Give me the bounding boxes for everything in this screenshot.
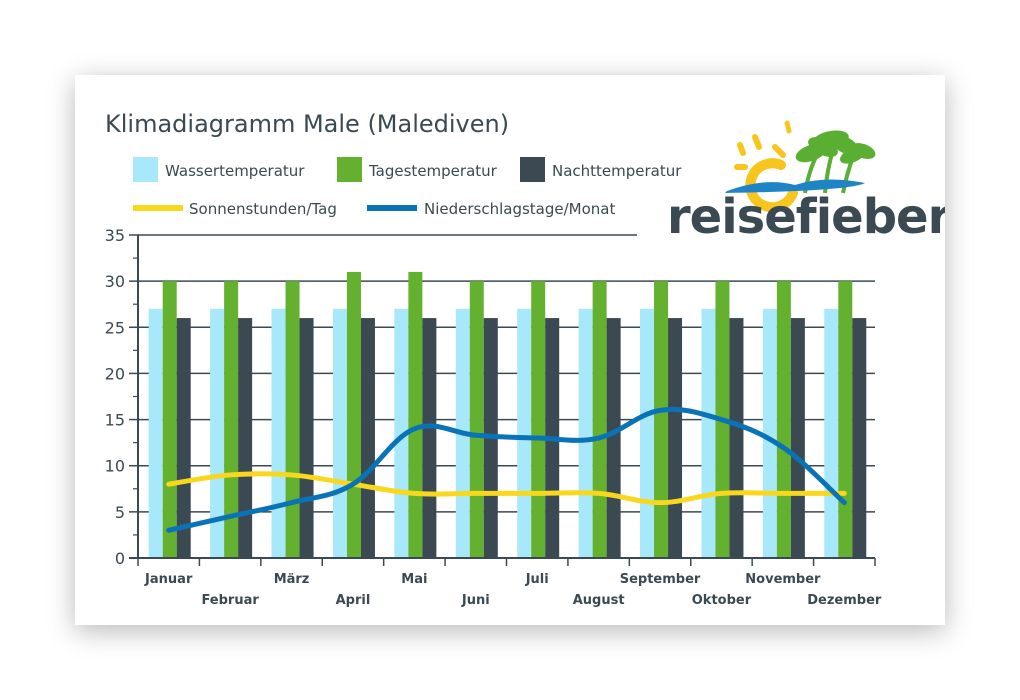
legend-swatch-tagestemperatur (337, 157, 362, 182)
bar-tagestemperatur-11 (838, 281, 853, 558)
bar-nachttemperatur-10 (790, 318, 805, 558)
x-tick-label: November (745, 572, 821, 587)
bar-nachttemperatur-2 (299, 318, 314, 558)
x-tick-label: April (336, 593, 371, 608)
series-line-niederschlagstage-monat (166, 406, 847, 533)
legend-swatch-sonnenstunden (133, 205, 183, 211)
x-tick-label: Oktober (692, 593, 752, 608)
y-tick-label: 35 (105, 226, 125, 245)
bar-nachttemperatur-7 (606, 318, 621, 558)
y-tick-label: 10 (105, 457, 125, 476)
sun-icon (734, 120, 798, 213)
bar-tagestemperatur-4 (408, 271, 423, 558)
y-tick-label: 25 (105, 318, 125, 337)
x-tick-label: März (274, 572, 310, 587)
legend-label-wassertemperatur: Wassertemperatur (165, 162, 305, 180)
legend: Wassertemperatur Tagestemperatur Nachtte… (133, 157, 682, 218)
bar-wassertemperatur-1 (210, 308, 225, 558)
bar-wassertemperatur-8 (640, 308, 655, 558)
y-axis-ticks: 0 5 10 15 20 25 30 35 (105, 226, 138, 568)
bar-wassertemperatur-10 (762, 308, 777, 558)
chart-card: Klimadiagramm Male (Malediven) Wassertem… (75, 75, 953, 625)
bar-nachttemperatur-0 (176, 318, 191, 558)
x-tick-label: Mai (401, 572, 427, 587)
legend-swatch-wassertemperatur (133, 157, 158, 182)
series-line-sonnenstunden-tag (166, 471, 847, 506)
bars (148, 271, 867, 558)
bar-wassertemperatur-4 (394, 308, 409, 558)
x-tick-label: September (620, 572, 701, 587)
bar-wassertemperatur-7 (578, 308, 593, 558)
bar-wassertemperatur-0 (148, 308, 163, 558)
series-lines (166, 406, 847, 533)
x-tick-label: Juni (461, 593, 490, 608)
bar-nachttemperatur-11 (852, 318, 867, 558)
legend-label-nachttemperatur: Nachttemperatur (552, 162, 682, 180)
x-tick-label: Juli (525, 572, 549, 587)
bar-nachttemperatur-1 (238, 318, 253, 558)
bar-nachttemperatur-8 (668, 318, 683, 558)
x-tick-label: Januar (144, 572, 193, 587)
bar-wassertemperatur-11 (824, 308, 839, 558)
y-tick-label: 15 (105, 411, 125, 430)
y-tick-label: 5 (115, 503, 125, 522)
y-tick-label: 20 (105, 364, 125, 383)
y-tick-label: 30 (105, 272, 125, 291)
bar-nachttemperatur-3 (360, 318, 375, 558)
legend-label-tagestemperatur: Tagestemperatur (368, 162, 498, 180)
y-tick-label: 0 (115, 549, 125, 568)
x-tick-label: August (573, 593, 625, 608)
legend-label-sonnenstunden: Sonnenstunden/Tag (189, 200, 337, 218)
legend-label-niederschlagstage: Niederschlagstage/Monat (424, 200, 615, 218)
reisefieber-logo: reisefieber (667, 120, 953, 245)
bar-tagestemperatur-1 (224, 281, 239, 558)
axes (129, 235, 875, 559)
bar-wassertemperatur-2 (271, 308, 286, 558)
chart-title: Klimadiagramm Male (Malediven) (105, 110, 509, 138)
x-tick-label: Dezember (807, 593, 882, 608)
wave-icon (725, 179, 865, 193)
bar-tagestemperatur-3 (346, 271, 361, 558)
bar-tagestemperatur-7 (592, 281, 607, 558)
climate-chart: Klimadiagramm Male (Malediven) Wassertem… (105, 110, 953, 608)
bar-nachttemperatur-9 (729, 318, 744, 558)
bar-tagestemperatur-5 (469, 281, 484, 558)
bar-wassertemperatur-6 (517, 308, 532, 558)
bar-wassertemperatur-9 (701, 308, 716, 558)
legend-swatch-niederschlagstage (367, 205, 417, 211)
x-tick-label: Februar (201, 593, 259, 608)
bar-tagestemperatur-0 (162, 281, 177, 558)
bar-tagestemperatur-10 (776, 281, 791, 558)
bar-tagestemperatur-8 (654, 281, 669, 558)
legend-swatch-nachttemperatur (520, 157, 545, 182)
bar-tagestemperatur-2 (285, 281, 300, 558)
x-axis-ticks: Januar Februar März April Mai Juni Juli August S… (137, 558, 882, 608)
bar-nachttemperatur-4 (422, 318, 437, 558)
logo-text: reisefieber (667, 189, 945, 245)
bar-wassertemperatur-3 (332, 308, 347, 558)
bar-tagestemperatur-6 (531, 281, 546, 558)
palm-tree-icon (795, 130, 876, 194)
